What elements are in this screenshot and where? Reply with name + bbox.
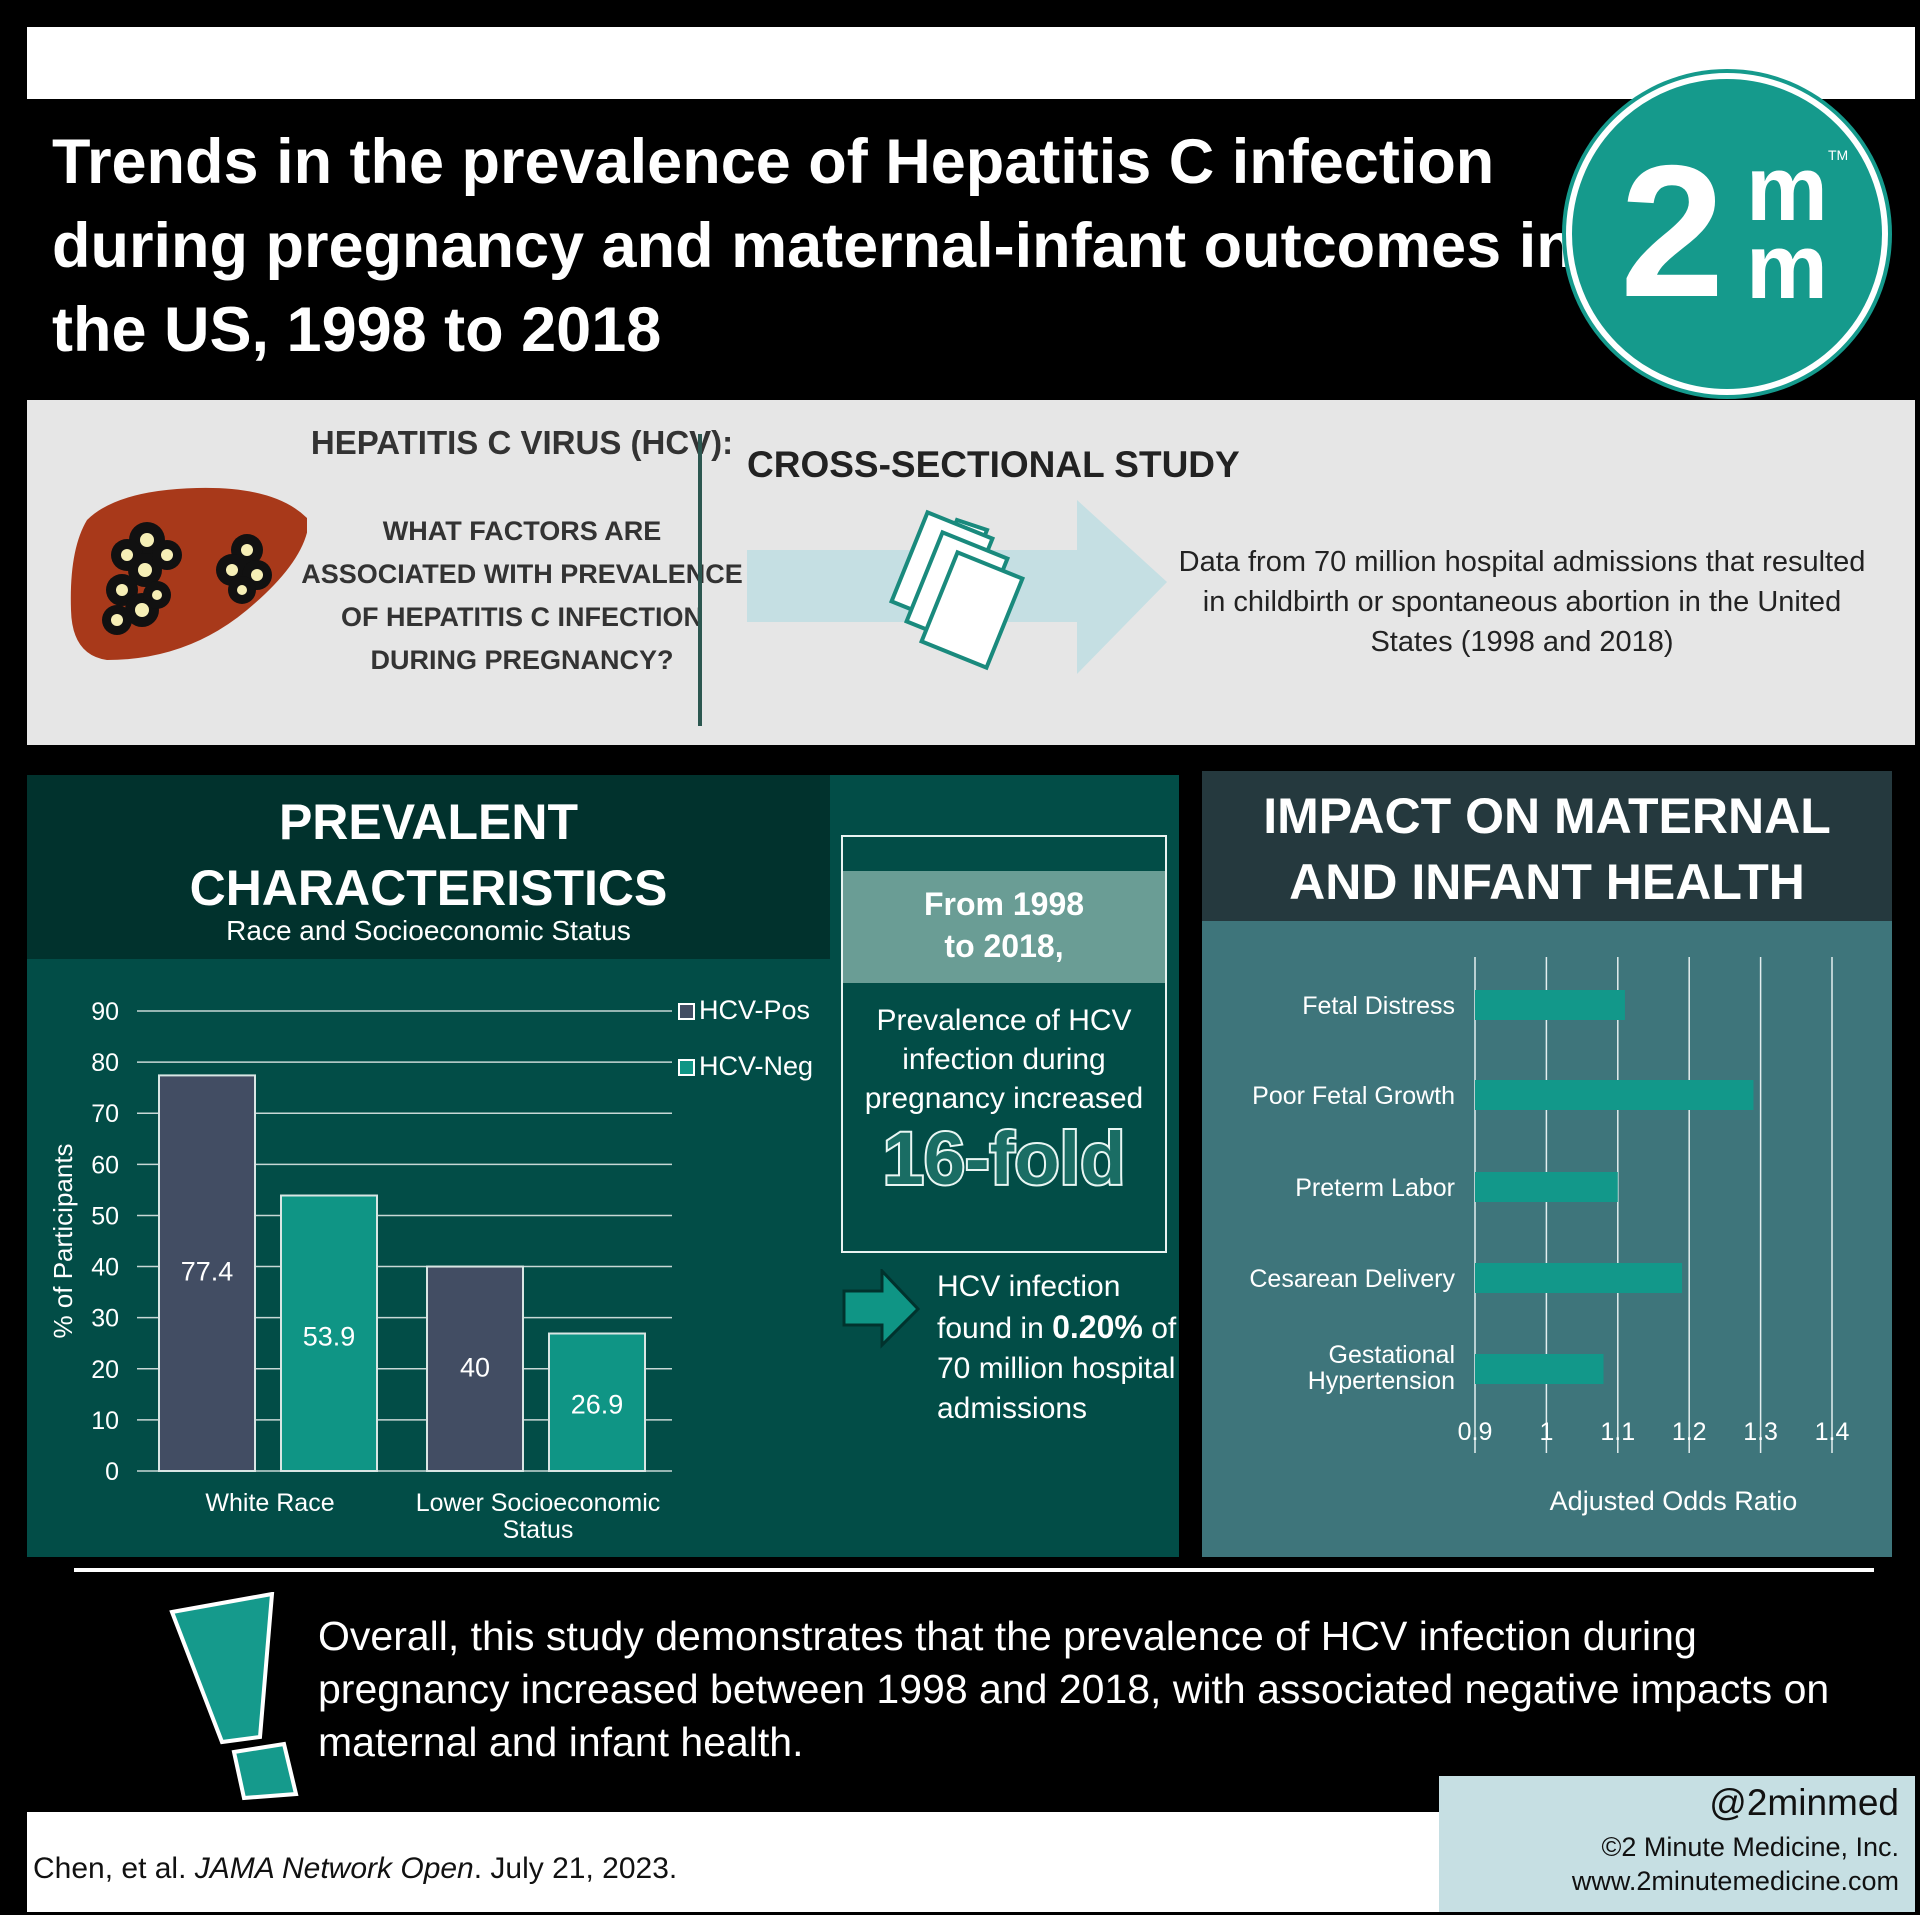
infection-post: of 70 million hospital admissions xyxy=(937,1312,1177,1425)
exclamation-icon xyxy=(169,1592,299,1801)
study-description: Data from 70 million hospital admissions… xyxy=(1178,546,1866,658)
bar-hcv-neg xyxy=(280,1194,378,1472)
y-tick-label: 30 xyxy=(91,1305,119,1333)
prevalent-panel: PREVALENT CHARACTERISTICS Race and Socio… xyxy=(27,775,1179,1557)
category-label: Preterm Labor xyxy=(1295,1174,1455,1202)
x-tick-label: 1.1 xyxy=(1600,1418,1635,1446)
odds-bar xyxy=(1475,990,1625,1020)
infection-pre: HCV infection found in xyxy=(937,1270,1121,1345)
question-heading: HEPATITIS C VIRUS (HCV): xyxy=(310,424,734,461)
x-axis-label: Adjusted Odds Ratio xyxy=(1550,1486,1798,1516)
fold-value: 16-fold xyxy=(881,1117,1128,1201)
y-tick-label: 90 xyxy=(91,998,119,1026)
category-label: Hypertension xyxy=(1308,1367,1455,1395)
y-tick-label: 80 xyxy=(91,1049,119,1077)
question-body: WHAT FACTORS ARE ASSOCIATED WITH PREVALE… xyxy=(301,516,743,675)
credits-box: @2minmed ©2 Minute Medicine, Inc. www.2m… xyxy=(1439,1776,1915,1912)
logo: 2 m m TM xyxy=(1566,73,1888,395)
question-band: HEPATITIS C VIRUS (HCV): WHAT FACTORS AR… xyxy=(27,400,1915,745)
conclusion-text: Overall, this study demonstrates that th… xyxy=(318,1613,1830,1765)
odds-bar xyxy=(1475,1080,1754,1110)
y-tick-label: 70 xyxy=(91,1100,119,1128)
prevalent-title-line1: PREVALENT xyxy=(278,794,579,850)
legend-swatch xyxy=(678,1059,695,1076)
conclusion-panel: Overall, this study demonstrates that th… xyxy=(74,1568,1874,1812)
band-divider xyxy=(698,434,702,726)
logo-digit: 2 xyxy=(1620,126,1725,336)
prevalent-title: PREVALENT CHARACTERISTICS xyxy=(27,789,830,921)
x-tick-label: 1 xyxy=(1539,1418,1553,1446)
y-axis-label: % of Participants xyxy=(48,1143,78,1338)
citation-journal: JAMA Network Open xyxy=(194,1852,474,1885)
impact-title-line1: IMPACT ON MATERNAL xyxy=(1263,788,1831,844)
y-tick-label: 60 xyxy=(91,1151,119,1179)
bar-hcv-neg xyxy=(548,1332,646,1472)
bar-hcv-pos xyxy=(426,1265,524,1472)
x-tick-label: 0.9 xyxy=(1458,1418,1493,1446)
bar-hcv-pos xyxy=(158,1074,256,1473)
y-tick-label: 10 xyxy=(91,1407,119,1435)
category-label: Lower Socioeconomic xyxy=(416,1489,661,1517)
y-tick-label: 20 xyxy=(91,1356,119,1384)
bar-value-label: 53.9 xyxy=(303,1322,356,1352)
bar-value-label: 77.4 xyxy=(181,1256,234,1286)
fold-period-line2: to 2018, xyxy=(944,928,1064,964)
impact-title-line2: AND INFANT HEALTH xyxy=(1289,854,1805,910)
category-label: Poor Fetal Growth xyxy=(1252,1082,1455,1110)
logo-trademark: TM xyxy=(1828,147,1849,163)
logo-letter-top: m xyxy=(1746,138,1828,240)
bar-value-label: 40 xyxy=(460,1353,490,1383)
infection-highlight: 0.20% xyxy=(1052,1309,1143,1345)
legend-label: HCV-Neg xyxy=(699,1051,813,1081)
impact-header: IMPACT ON MATERNAL AND INFANT HEALTH xyxy=(1202,771,1892,921)
x-tick-label: 1.3 xyxy=(1743,1418,1778,1446)
category-label: White Race xyxy=(205,1489,334,1517)
page-title: Trends in the prevalence of Hepatitis C … xyxy=(52,127,1575,365)
odds-bar xyxy=(1475,1354,1604,1384)
prevalent-header: PREVALENT CHARACTERISTICS Race and Socio… xyxy=(27,775,830,959)
category-label: Status xyxy=(503,1516,574,1544)
liver-icon xyxy=(70,487,307,660)
x-tick-label: 1.4 xyxy=(1815,1418,1850,1446)
logo-letter-bottom: m xyxy=(1746,216,1828,318)
legend-swatch xyxy=(678,1003,695,1020)
right-arrow-icon xyxy=(842,1269,921,1349)
fold-box: From 1998 to 2018, Prevalence of HCV inf… xyxy=(841,835,1167,1253)
citation: Chen, et al. JAMA Network Open. July 21,… xyxy=(33,1852,677,1886)
prevalent-subtitle: Race and Socioeconomic Status xyxy=(226,915,631,946)
y-tick-label: 0 xyxy=(105,1458,119,1486)
infection-text: HCV infection found in 0.20% of 70 milli… xyxy=(937,1267,1177,1429)
bar-value-label: 26.9 xyxy=(571,1390,624,1420)
copyright: ©2 Minute Medicine, Inc. xyxy=(1601,1832,1899,1862)
legend-label: HCV-Pos xyxy=(699,995,810,1025)
document-arrow-icon xyxy=(747,500,1167,674)
y-tick-label: 50 xyxy=(91,1202,119,1230)
top-margin xyxy=(27,27,1915,99)
citation-date: . July 21, 2023. xyxy=(473,1852,678,1885)
fold-period: From 1998 to 2018, xyxy=(843,871,1165,983)
citation-authors: Chen, et al. xyxy=(33,1852,195,1885)
x-tick-label: 1.2 xyxy=(1672,1418,1707,1446)
category-label: Fetal Distress xyxy=(1302,992,1455,1020)
prevalent-title-line2: CHARACTERISTICS xyxy=(189,860,668,916)
prevalence-bar-chart: 0 10 20 30 40 50 60 70 80 90 % of Participants 77.4… xyxy=(48,995,813,1544)
y-tick-label: 40 xyxy=(91,1254,119,1282)
impact-panel: IMPACT ON MATERNAL AND INFANT HEALTH 0.9… xyxy=(1202,771,1892,1557)
website-link[interactable]: www.2minutemedicine.com xyxy=(1571,1866,1899,1896)
odds-bar xyxy=(1475,1263,1683,1293)
category-label: Cesarean Delivery xyxy=(1249,1265,1455,1293)
category-label: Gestational xyxy=(1329,1341,1455,1369)
footer: Chen, et al. JAMA Network Open. July 21,… xyxy=(27,1776,1915,1912)
fold-period-line1: From 1998 xyxy=(923,886,1085,922)
impact-title: IMPACT ON MATERNAL AND INFANT HEALTH xyxy=(1202,783,1892,915)
odds-ratio-chart: 0.9 1 1.1 1.2 1.3 1.4 Fetal Distress Poor Fetal… xyxy=(1249,957,1850,1516)
odds-bar xyxy=(1475,1172,1618,1202)
study-heading: CROSS-SECTIONAL STUDY xyxy=(747,444,1240,485)
fold-description: Prevalence of HCV infection during pregn… xyxy=(864,1004,1144,1115)
social-handle: @2minmed xyxy=(1709,1782,1899,1823)
